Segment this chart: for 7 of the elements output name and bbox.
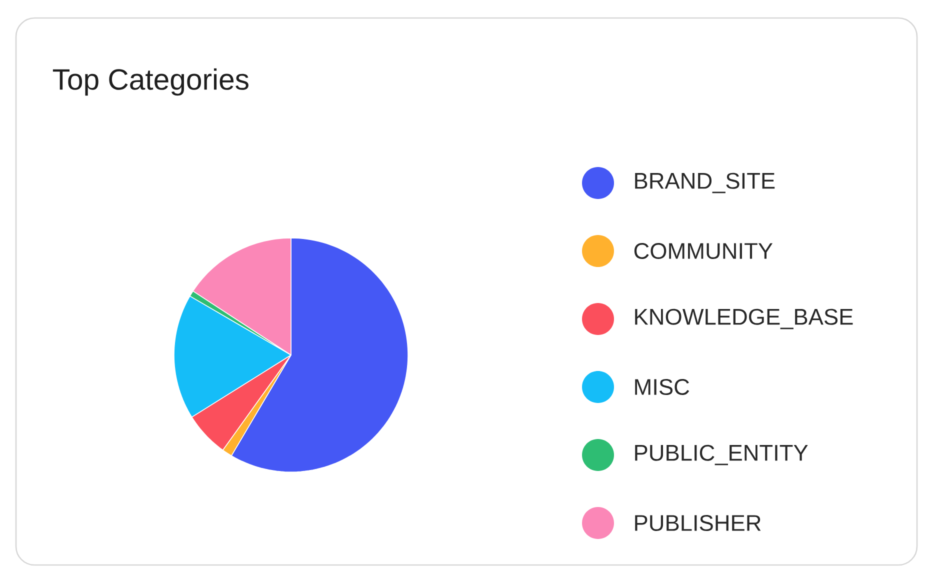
- legend-label: PUBLISHER: [635, 514, 761, 532]
- chart-title: Top Categories: [52, 68, 248, 96]
- legend-label: MISC: [635, 378, 690, 396]
- legend-label: PUBLIC_ENTITY: [635, 444, 808, 466]
- legend-label: COMMUNITY: [634, 242, 773, 260]
- legend-label: KNOWLEDGE_BASE: [635, 308, 853, 330]
- legend-label: BRAND_SITE: [635, 172, 775, 194]
